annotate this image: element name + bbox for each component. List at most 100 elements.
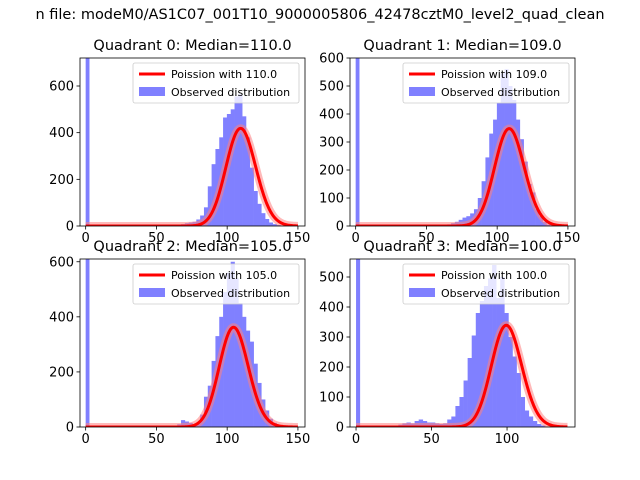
histogram-bar <box>211 164 216 226</box>
poisson-fit-line <box>84 325 299 427</box>
panel-title: Quadrant 3: Median=100.0 <box>363 239 561 255</box>
figure-suptitle: n file: modeM0/AS1C07_001T10_9000005806_… <box>35 7 604 23</box>
histogram-bar <box>459 397 464 427</box>
y-tick-label: 200 <box>319 361 344 376</box>
panel-quadrant-3: 0 50 100 0 100 200 300 400 500 Quadrant 3: Median… <box>319 239 576 447</box>
histogram-bar <box>532 421 538 427</box>
histogram-bar <box>512 100 517 226</box>
panel-title: Quadrant 2: Median=105.0 <box>93 239 291 255</box>
x-tick-label: 50 <box>148 432 165 447</box>
legend-fit-label: Poission with 110.0 <box>171 68 277 81</box>
x-tick-label: 150 <box>286 432 311 447</box>
histogram-bar <box>261 213 266 226</box>
histogram-bar <box>523 161 528 226</box>
histogram-bar-zero <box>356 259 361 427</box>
y-tick-label: 0 <box>66 421 74 436</box>
legend-hist-label: Observed distribution <box>171 86 290 99</box>
histogram-bar <box>483 286 489 427</box>
histogram-bar <box>541 425 546 427</box>
histogram-bar <box>500 277 505 427</box>
histogram-bar <box>471 335 477 427</box>
y-tick-label: 0 <box>336 421 344 436</box>
x-tick-label: 50 <box>148 231 165 246</box>
histogram-bar <box>508 337 513 427</box>
legend-fit-label: Poission with 109.0 <box>441 68 547 81</box>
histogram-bar <box>504 313 509 427</box>
histogram-bar <box>207 186 212 226</box>
y-tick-label: 500 <box>319 80 344 95</box>
histogram-bar <box>272 224 277 226</box>
legend-fit-label: Poission with 105.0 <box>171 269 277 282</box>
axes-frame <box>79 258 306 428</box>
histogram-bar <box>496 298 501 427</box>
x-tick-label: 100 <box>485 231 510 246</box>
x-tick-label: 150 <box>556 231 581 246</box>
panel-quadrant-1: 0 50 100 150 0 100 200 300 400 500 600 Quadrant 1: … <box>319 38 580 246</box>
y-tick-label: 500 <box>319 271 344 286</box>
histogram-bar <box>524 410 530 427</box>
legend-hist-label: Observed distribution <box>171 287 290 300</box>
histogram-bar <box>265 219 270 226</box>
x-tick-label: 0 <box>352 432 360 447</box>
panel-title: Quadrant 0: Median=110.0 <box>93 38 291 54</box>
histogram-bar <box>504 69 509 226</box>
legend-box <box>402 62 570 104</box>
histogram-bar <box>475 313 481 427</box>
histogram-bar <box>223 292 228 427</box>
histogram-bar <box>455 406 460 427</box>
y-tick-label: 400 <box>319 108 344 123</box>
y-tick-label: 400 <box>319 301 344 316</box>
y-tick-label: 400 <box>49 310 74 325</box>
y-tick-label: 100 <box>319 192 344 207</box>
panel-quadrant-2: 0 50 100 150 0 200 400 600 Quadrant 2: Median=10… <box>49 239 310 447</box>
histogram-bar <box>238 94 243 226</box>
histogram-bar <box>512 356 517 427</box>
histogram-bar <box>527 184 532 226</box>
y-tick-label: 600 <box>49 255 74 270</box>
y-tick-label: 200 <box>49 173 74 188</box>
histogram-bar-zero <box>85 58 90 226</box>
histogram-bar <box>249 167 254 226</box>
legend-hist-label: Observed distribution <box>441 287 560 300</box>
histogram-bar <box>257 203 262 226</box>
histogram-bar <box>519 139 524 226</box>
legend: Poission with 110.0 Observed distribution <box>132 62 300 104</box>
y-tick-label: 100 <box>319 391 344 406</box>
histogram-bar <box>226 272 232 427</box>
y-tick-label: 300 <box>319 331 344 346</box>
y-tick-label: 300 <box>319 136 344 151</box>
histogram-bar-zero <box>85 259 90 427</box>
poisson-fit-glow <box>352 124 572 226</box>
x-tick-label: 100 <box>215 231 240 246</box>
legend-hist-swatch <box>139 288 165 297</box>
histogram-bar <box>230 261 235 427</box>
histogram-bar <box>479 301 485 427</box>
histogram-bar <box>463 380 468 427</box>
histogram-bar <box>536 424 542 427</box>
histogram-bar <box>467 358 473 427</box>
legend-hist-swatch <box>409 288 435 297</box>
x-tick-label: 0 <box>82 231 90 246</box>
histogram-bar <box>535 209 540 226</box>
panel-quadrant-0: 0 50 100 150 0 200 400 600 Quadrant 0: Median=11… <box>49 38 310 246</box>
plot-area <box>82 259 302 427</box>
histogram-bar <box>516 373 521 427</box>
legend: Poission with 105.0 Observed distribution <box>132 263 300 305</box>
histogram-bar <box>451 416 456 427</box>
y-tick-label: 400 <box>49 126 74 141</box>
legend-box <box>402 263 570 305</box>
y-tick-label: 0 <box>336 220 344 235</box>
y-tick-label: 0 <box>66 220 74 235</box>
legend-hist-label: Observed distribution <box>441 86 560 99</box>
legend: Poission with 109.0 Observed distribution <box>402 62 570 104</box>
histogram-bar <box>253 191 258 226</box>
histogram-bar <box>242 116 247 226</box>
histogram-bar <box>242 316 247 427</box>
histogram-bar <box>508 86 513 226</box>
y-tick-label: 600 <box>319 52 344 67</box>
x-tick-label: 50 <box>423 432 440 447</box>
histogram-bar <box>520 397 526 427</box>
x-tick-label: 100 <box>215 432 240 447</box>
panel-title: Quadrant 1: Median=109.0 <box>363 38 561 54</box>
